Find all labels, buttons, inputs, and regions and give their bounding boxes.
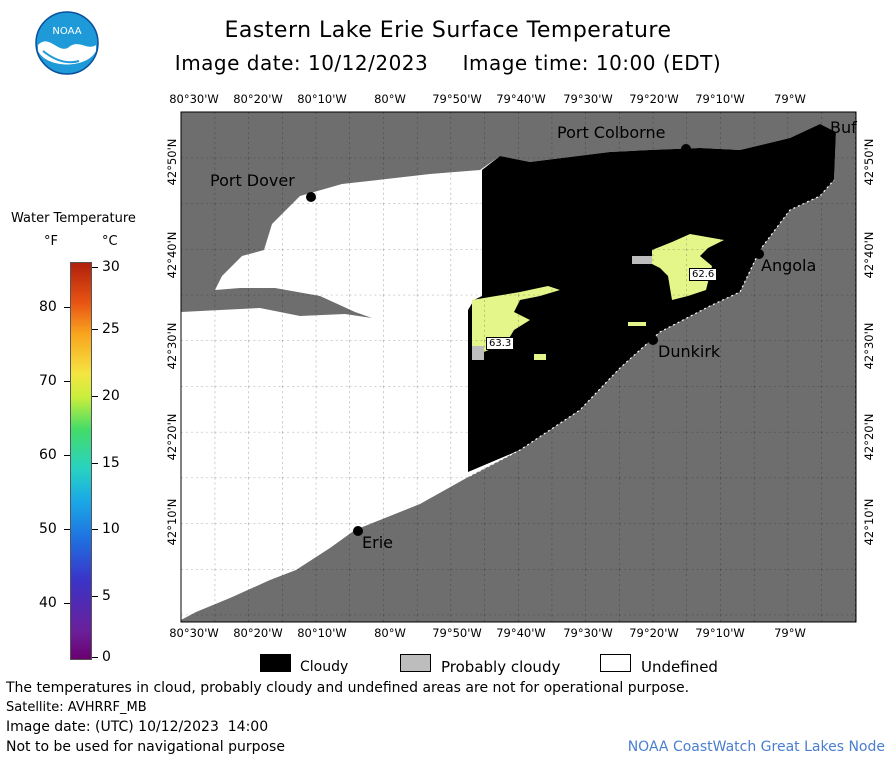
lon-label: 80°W (374, 92, 406, 106)
label-dunkirk: Dunkirk (658, 342, 721, 361)
colorbar-tick (64, 381, 70, 382)
temperature-colorbar (70, 262, 92, 660)
f-tick-label: 40 (39, 595, 57, 611)
lon-label: 80°W (374, 626, 406, 640)
c-tick-label: 30 (102, 259, 120, 275)
logo-text: NOAA (52, 26, 81, 37)
dunkirk-marker[interactable] (648, 335, 658, 345)
lon-label: 79°40'W (496, 626, 546, 640)
noaa-logo: NOAA (35, 11, 99, 75)
lat-label: 42°40'N (862, 231, 876, 279)
lon-label: 79°30'W (563, 626, 613, 640)
colorbar-tick (92, 529, 98, 530)
lon-label: 79°10'W (695, 92, 745, 106)
c-tick-label: 15 (102, 455, 120, 471)
port-colborne-marker[interactable] (681, 144, 691, 154)
colorbar-tick (64, 455, 70, 456)
lat-label: 42°50'N (165, 138, 179, 186)
footer-utc-date: Image date: (UTC) 10/12/2023 14:00 (6, 719, 269, 735)
page-title: Eastern Lake Erie Surface Temperature (224, 18, 672, 43)
lat-label: 42°10'N (165, 498, 179, 546)
cloudy-swatch (260, 654, 291, 672)
lat-label: 42°50'N (862, 138, 876, 186)
probably-cloudy-swatch (400, 654, 431, 672)
colorbar-tick (64, 529, 70, 530)
label-port-colborne: Port Colborne (557, 123, 666, 142)
colorbar-tick (92, 396, 98, 397)
legend-unit-c: °C (102, 234, 118, 249)
lon-label: 80°20'W (233, 92, 283, 106)
colorbar-tick (92, 463, 98, 464)
angola-marker[interactable] (754, 249, 764, 259)
lon-label: 80°10'W (297, 92, 347, 106)
graticule (181, 112, 856, 622)
c-tick-label: 10 (102, 521, 120, 537)
probably-cloudy-label: Probably cloudy (441, 658, 561, 676)
lon-label: 79°W (774, 92, 806, 106)
lon-label: 80°30'W (169, 92, 219, 106)
c-tick-label: 25 (102, 321, 120, 337)
lon-label: 79°30'W (563, 92, 613, 106)
lat-label: 42°20'N (165, 413, 179, 461)
label-angola: Angola (761, 256, 817, 275)
c-tick-label: 20 (102, 388, 120, 404)
image-time: Image time: 10:00 (EDT) (462, 51, 722, 75)
legend-unit-f: °F (44, 234, 58, 249)
lat-label: 42°30'N (165, 322, 179, 370)
footer-nav-warning: Not to be used for navigational purpose (6, 739, 285, 755)
f-tick-label: 50 (39, 521, 57, 537)
lat-label: 42°20'N (862, 413, 876, 461)
colorbar-tick (92, 596, 98, 597)
f-tick-label: 80 (39, 299, 57, 315)
c-tick-label: 5 (102, 588, 111, 604)
undefined-label: Undefined (641, 658, 718, 676)
port-dover-marker[interactable] (306, 192, 316, 202)
cloudy-label: Cloudy (300, 659, 349, 675)
lon-label: 80°30'W (169, 626, 219, 640)
footer-note: The temperatures in cloud, probably clou… (6, 680, 690, 696)
label-erie: Erie (362, 533, 393, 552)
footer-satellite: Satellite: AVHRRF_MB (6, 700, 147, 715)
legend-title: Water Temperature (11, 211, 136, 226)
colorbar-tick (92, 657, 98, 658)
lon-label: 79°50'W (432, 626, 482, 640)
map-frame (180, 111, 857, 623)
lat-label: 42°30'N (862, 322, 876, 370)
colorbar-tick (92, 329, 98, 330)
colorbar-tick (92, 267, 98, 268)
buffalo-marker[interactable] (825, 137, 835, 147)
lon-label: 80°20'W (233, 626, 283, 640)
f-tick-label: 60 (39, 447, 57, 463)
lon-label: 79°50'W (432, 92, 482, 106)
image-date: Image date: 10/12/2023 (174, 51, 429, 75)
lat-label: 42°10'N (862, 498, 876, 546)
image-datetime: Image date: 10/12/2023 Image time: 10:00… (0, 51, 896, 75)
c-tick-label: 0 (102, 649, 111, 665)
lon-label: 79°10'W (695, 626, 745, 640)
lat-label: 42°40'N (165, 231, 179, 279)
lon-label: 79°20'W (629, 92, 679, 106)
colorbar-tick (64, 603, 70, 604)
label-buffalo: Buf (830, 118, 857, 137)
label-port-dover: Port Dover (210, 171, 295, 190)
lon-label: 79°40'W (496, 92, 546, 106)
lon-label: 79°20'W (629, 626, 679, 640)
footer-credit[interactable]: NOAA CoastWatch Great Lakes Node (627, 739, 885, 755)
temp-reading-west: 63.3 (486, 337, 515, 350)
erie-marker[interactable] (353, 526, 363, 536)
undefined-swatch (600, 654, 631, 672)
temp-reading-east: 62.6 (689, 268, 718, 281)
colorbar-tick (64, 307, 70, 308)
lon-label: 80°10'W (297, 626, 347, 640)
f-tick-label: 70 (39, 373, 57, 389)
lon-label: 79°W (774, 626, 806, 640)
